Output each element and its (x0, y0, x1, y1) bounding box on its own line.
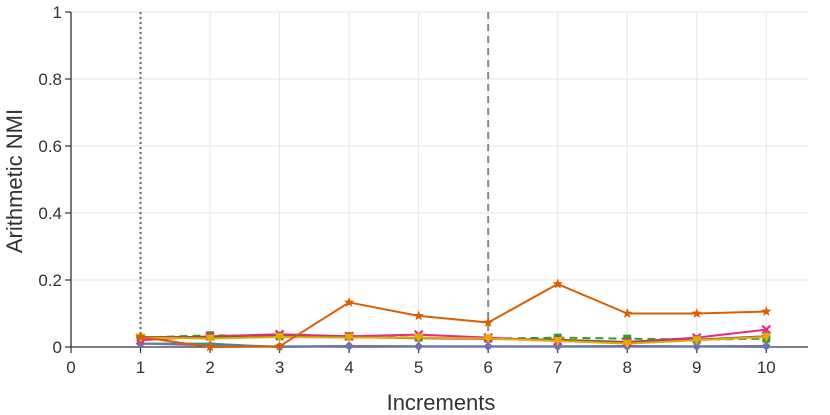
x-tick-label: 10 (757, 358, 776, 377)
series-marker (274, 332, 285, 342)
x-tick-label: 2 (205, 358, 214, 377)
x-tick-label: 1 (136, 358, 145, 377)
x-tick-label: 8 (622, 358, 631, 377)
y-ticks: 0 0.2 0.4 0.6 0.8 1 (38, 3, 71, 357)
x-tick-label: 4 (344, 358, 353, 377)
series-line (140, 283, 767, 348)
x-tick-label: 6 (483, 358, 492, 377)
x-tick-label: 3 (275, 358, 284, 377)
series-marker (622, 339, 633, 349)
y-tick-label: 0.6 (38, 137, 62, 156)
y-tick-label: 1 (53, 3, 62, 22)
y-tick-label: 0.4 (38, 204, 62, 223)
series-marker (482, 317, 494, 327)
series-marker (761, 332, 772, 342)
y-tick-label: 0.8 (38, 70, 62, 89)
axes (70, 12, 808, 348)
series-marker (343, 296, 355, 307)
series-marker (205, 334, 216, 344)
x-ticks: 0 1 2 3 4 5 6 7 8 9 10 (66, 347, 776, 377)
series-marker (204, 341, 216, 352)
series-marker (693, 342, 701, 350)
y-axis-title: Arithmetic NMI (2, 109, 27, 253)
series-marker (135, 331, 146, 342)
series-marker (413, 333, 424, 343)
x-tick-label: 9 (692, 358, 701, 377)
series-marker (344, 333, 355, 343)
x-tick-label: 5 (414, 358, 423, 377)
series-marker (691, 336, 702, 346)
series-line (140, 328, 767, 343)
series-marker (554, 342, 562, 350)
series-marker (415, 342, 423, 350)
series-line (140, 335, 767, 345)
series-marker (691, 308, 702, 318)
series-marker (484, 342, 492, 350)
series-marker (622, 308, 633, 318)
x-tick-label: 7 (553, 358, 562, 377)
grid (70, 11, 808, 348)
x-axis-title: Increments (387, 390, 496, 415)
series-marker (413, 310, 424, 321)
series-marker (761, 305, 772, 316)
series-marker (761, 324, 772, 335)
y-tick-label: 0.2 (38, 271, 62, 290)
series-marker (762, 342, 770, 350)
series-marker (483, 334, 494, 344)
series-marker (274, 340, 285, 351)
series-7 (135, 278, 772, 352)
increment-markers (139, 12, 490, 347)
series-marker (552, 278, 563, 289)
x-tick-label: 0 (66, 358, 75, 377)
series-marker (345, 342, 353, 350)
y-tick-label: 0 (53, 338, 62, 357)
series-marker (552, 336, 563, 346)
series (135, 278, 772, 352)
